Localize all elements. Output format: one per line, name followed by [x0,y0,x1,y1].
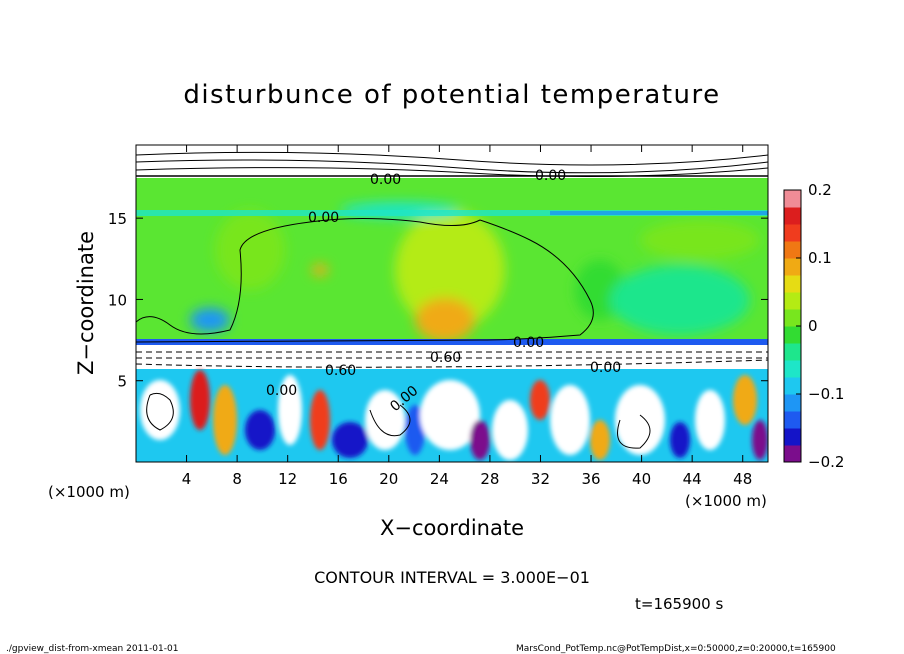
x-axis-label: X−coordinate [380,516,524,540]
time-label: t=165900 s [635,595,723,613]
x-tick-label: 12 [278,470,297,488]
x-axis-unit-right: (×1000 m) [685,492,767,510]
colorbar-tick-label: −0.1 [808,385,844,403]
colorbar-tick-label: 0 [808,317,818,335]
colorbar-frame [783,189,802,463]
contour-label: 0.60 [325,363,356,379]
colorbar-swatch [784,343,801,361]
colorbar-swatch [784,190,801,208]
colorbar-swatch [784,411,801,429]
colorbar-swatch [784,360,801,378]
contour-label: 0.00 [308,210,339,226]
colorbar-swatch [784,428,801,446]
x-axis: 4 8 12 16 20 24 28 32 36 40 44 48 [182,145,752,488]
x-tick-label: 44 [683,470,702,488]
contour-label: 0.00 [513,335,544,351]
plot-field [136,145,768,462]
x-tick-label: 20 [379,470,398,488]
colorbar-swatch [784,275,801,293]
colorbar-tick-label: 0.1 [808,249,832,267]
colorbar-swatch [784,258,801,276]
colorbar-tick-label: −0.2 [808,453,844,471]
colorbar-swatch [784,326,801,344]
contour-label: 0.00 [590,360,621,376]
contour-label: 0.00 [266,383,297,399]
contour-label: 0.00 [535,168,566,184]
footer-right: MarsCond_PotTemp.nc@PotTempDist,x=0:5000… [516,644,836,654]
x-tick-label: 48 [733,470,752,488]
colorbar-swatch [784,292,801,310]
colorbar-swatch [784,207,801,225]
x-tick-label: 32 [531,470,550,488]
colorbar-swatch [784,241,801,259]
colorbar-swatch [784,309,801,327]
x-tick-label: 28 [480,470,499,488]
y-tick-label: 10 [108,291,127,309]
chart-title: disturbunce of potential temperature [183,80,720,110]
y-tick-label: 15 [108,210,127,228]
colorbar-tick-label: 0.2 [808,181,832,199]
colorbar-swatch [784,394,801,412]
x-tick-label: 8 [232,470,242,488]
y-axis: 5 10 15 [108,210,768,391]
contour-label: 0.60 [430,350,461,366]
plot-frame [135,144,769,463]
colorbar-swatch [784,445,801,463]
contour-label: 0.00 [370,172,401,188]
x-tick-label: 36 [581,470,600,488]
contour-interval: CONTOUR INTERVAL = 3.000E−01 [314,568,590,587]
x-tick-label: 24 [430,470,449,488]
colorbar: 0.2 0.1 0 −0.1 −0.2 [784,181,844,471]
footer-left: ./gpview_dist-from-xmean 2011-01-01 [6,644,178,654]
x-tick-label: 4 [182,470,192,488]
colorbar-swatch [784,224,801,242]
x-tick-label: 40 [632,470,651,488]
y-tick-label: 5 [117,373,127,391]
colorbar-swatch [784,377,801,395]
y-axis-label: Z−coordinate [74,231,98,375]
x-tick-label: 16 [329,470,348,488]
x-axis-unit-left: (×1000 m) [48,483,130,501]
